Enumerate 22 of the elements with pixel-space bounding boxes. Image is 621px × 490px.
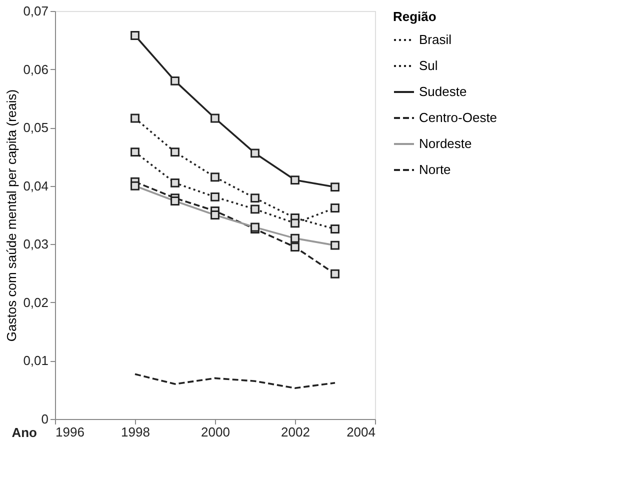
y-tick-label: 0,07	[23, 4, 48, 18]
legend-label: Sul	[419, 58, 438, 73]
legend-label: Nordeste	[419, 136, 472, 151]
y-tick-label: 0	[41, 412, 48, 426]
x-axis-title: Ano	[12, 425, 38, 440]
legend-label: Centro-Oeste	[419, 110, 498, 125]
y-tick-label: 0,06	[23, 62, 48, 77]
x-tick-label: 1998	[121, 424, 150, 440]
y-tick-label: 0,03	[23, 236, 48, 252]
x-tick-label: 1996	[56, 424, 84, 440]
legend-label: Brasil	[419, 32, 452, 47]
y-tick-label: 0,02	[23, 294, 48, 310]
x-tick-label: 2002	[281, 424, 310, 440]
y-tick-label: 0,01	[23, 353, 48, 368]
legend-label: Norte	[419, 162, 451, 177]
x-tick-label: 2000	[201, 424, 230, 440]
y-tick-label: 0,05	[23, 120, 48, 136]
y-axis-title: Gastos com saúde mental per capita (reais)	[4, 89, 20, 342]
legend-title: Região	[393, 9, 436, 24]
legend-label: Sudeste	[419, 84, 467, 99]
y-tick-label: 0,04	[23, 178, 48, 194]
x-tick-label: 2004	[346, 424, 376, 440]
